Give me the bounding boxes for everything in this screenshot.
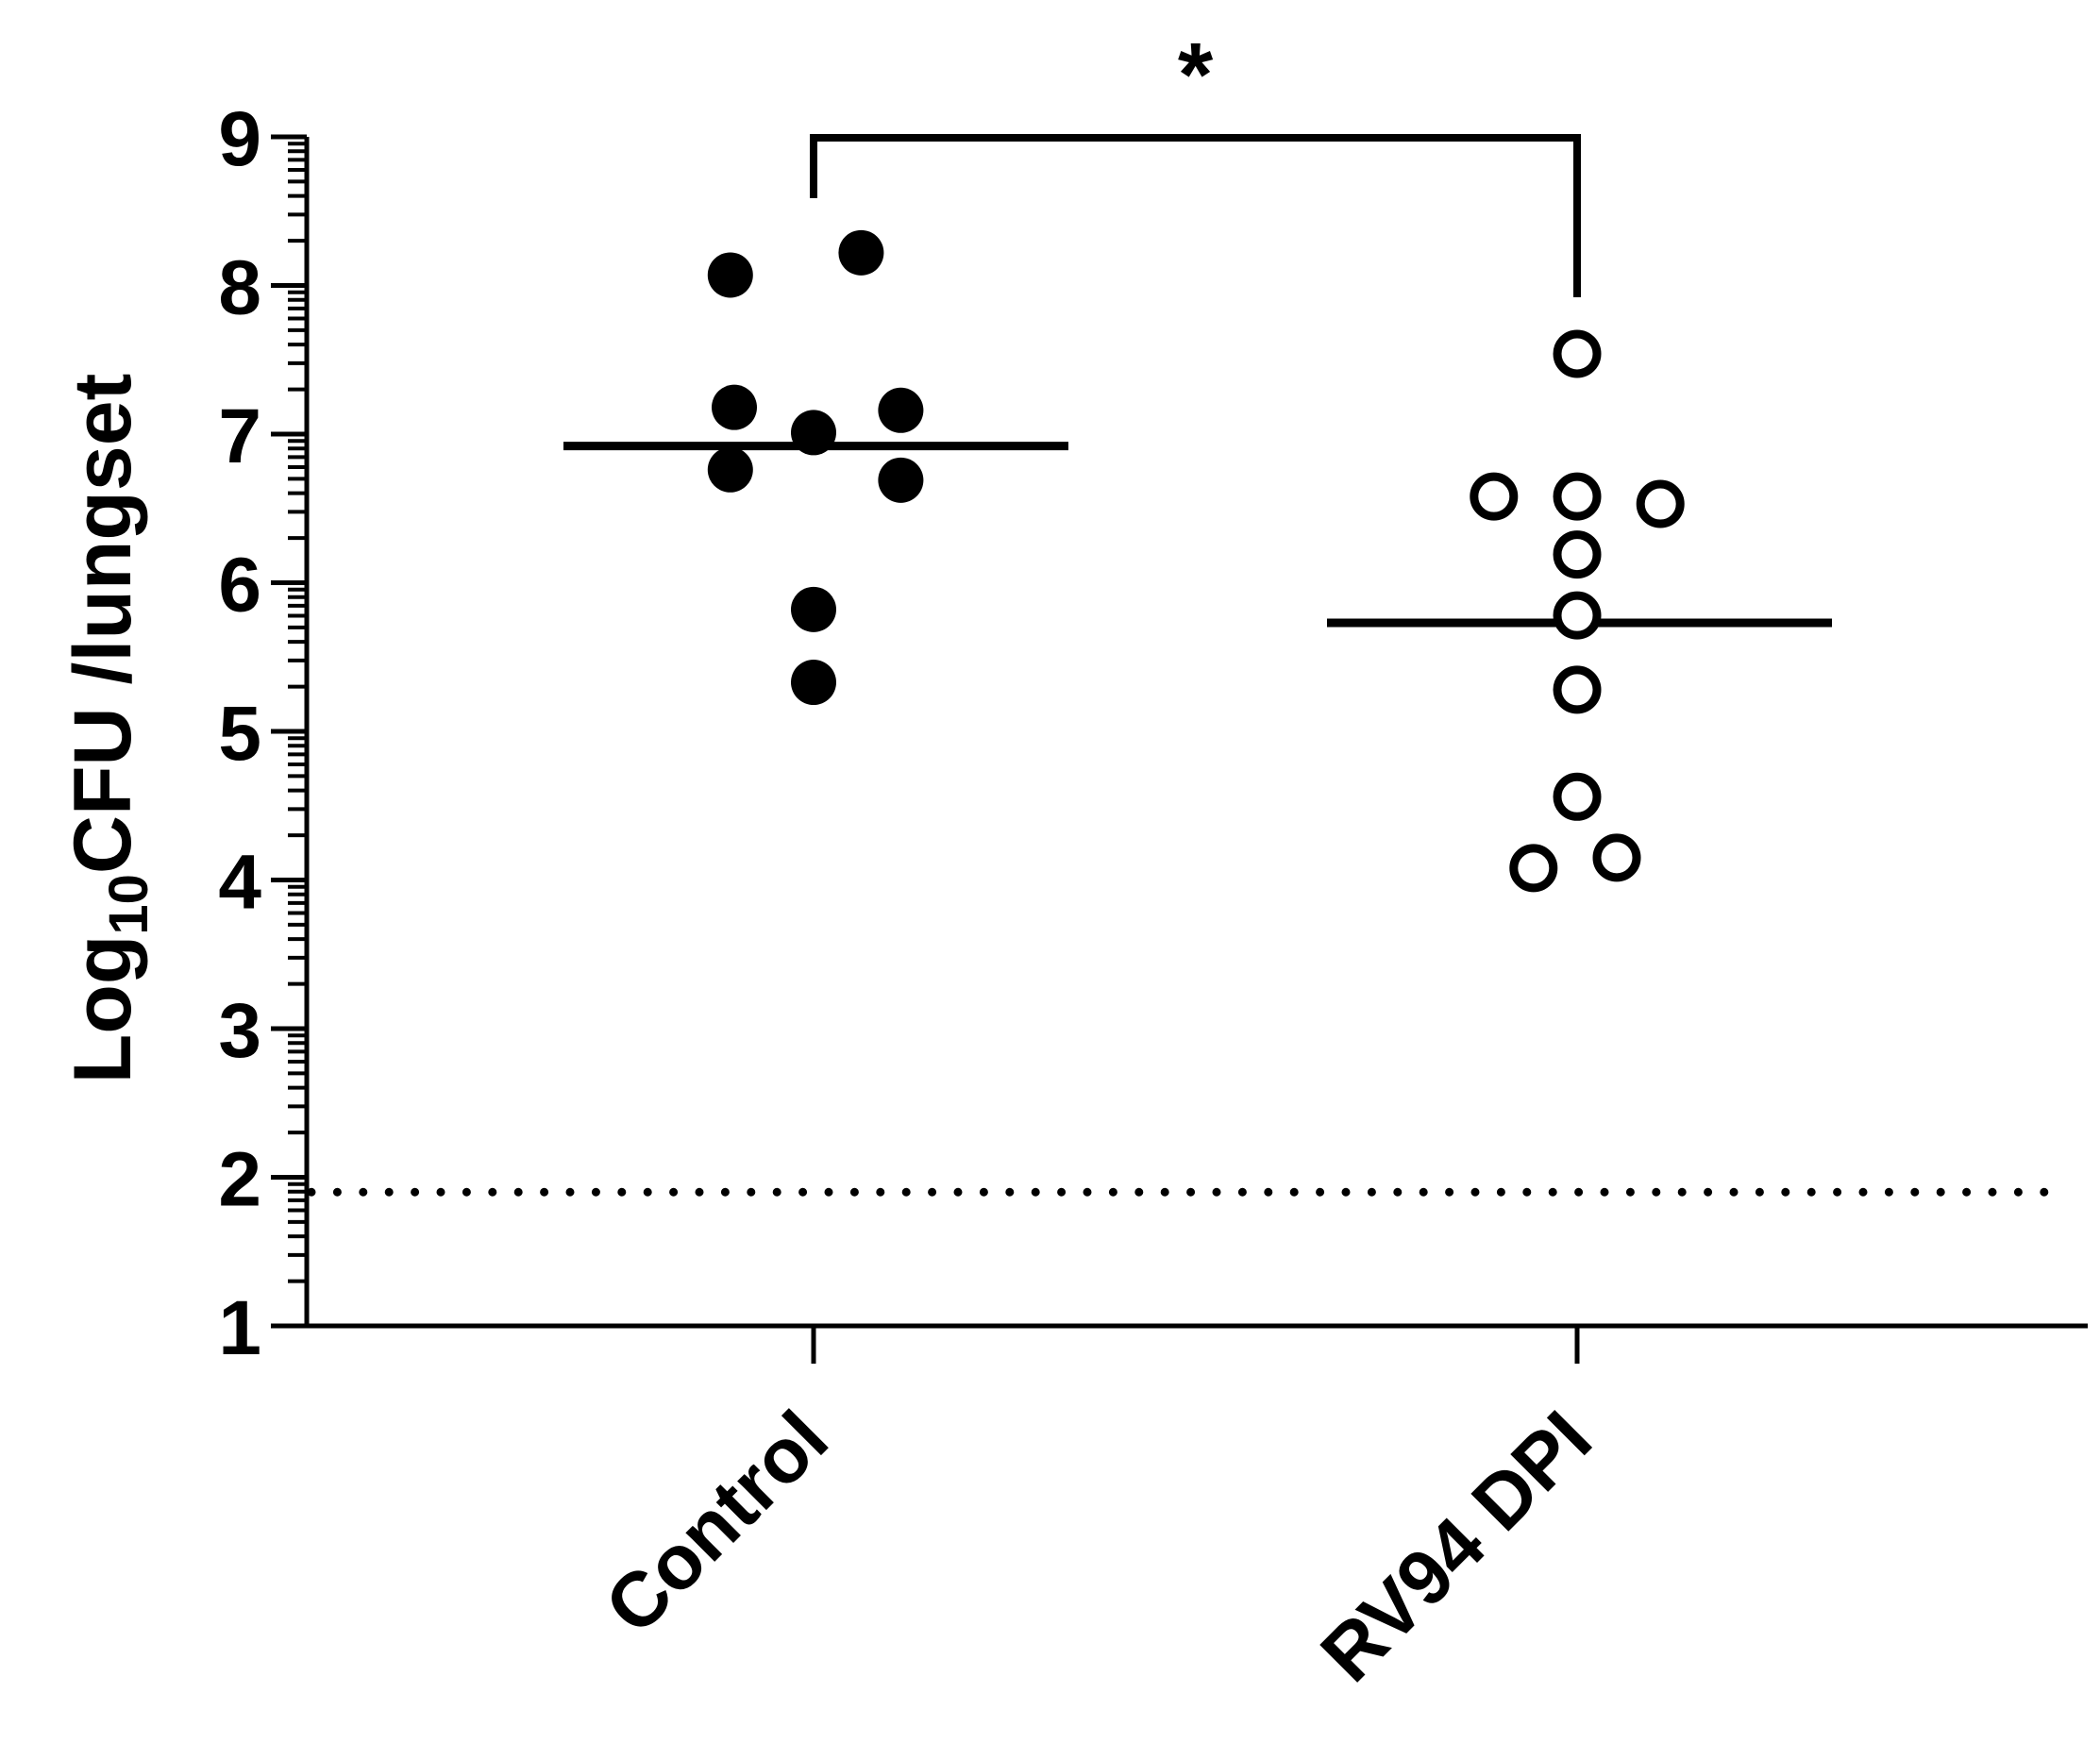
data-point [1553,591,1602,640]
y-tick-label: 2 [218,1137,261,1223]
x-tick-label-group: RV94 DPI [1305,1395,1608,1698]
significance-bracket-line [810,134,1581,297]
significance-label: * [1178,25,1214,126]
data-point [1470,472,1519,521]
data-point [1509,844,1558,893]
svg-text:Log10CFU /lungset: Log10CFU /lungset [58,374,160,1083]
y-axis-title-subscript: 10 [98,874,160,935]
data-point [878,457,924,503]
median-lines [563,442,1832,628]
y-tick-label: 8 [218,245,261,331]
significance-bracket: * [810,25,1581,297]
y-axis-title-prefix: Log [58,935,148,1084]
data-point [1553,665,1602,714]
data-point [791,586,836,632]
y-tick-label: 7 [218,394,261,479]
x-tick-label: RV94 DPI [1305,1395,1608,1698]
y-tick-label: 9 [218,96,261,182]
data-point [1636,479,1685,528]
data-point [1592,833,1641,882]
data-point [1553,472,1602,521]
y-axis-title-suffix: CFU /lungset [58,374,148,874]
axes: 1 2 3 4 5 6 7 8 9 Control RV94 DPI [218,96,2088,1698]
data-points [707,229,1685,893]
data-point [707,252,753,298]
data-point [1553,772,1602,821]
y-tick-label: 4 [218,840,261,926]
data-point [791,410,836,456]
data-point [1553,329,1602,378]
x-tick-label: Control [589,1395,844,1650]
data-point [712,384,757,430]
y-axis-title: Log10CFU /lungset [58,374,160,1083]
data-point [878,387,924,433]
x-tick-label-group: Control [589,1395,844,1650]
data-point [1553,530,1602,579]
y-tick-label: 3 [218,988,261,1074]
data-point [791,660,836,706]
y-tick-label: 6 [218,543,261,628]
y-tick-label: 5 [218,691,261,777]
data-point [707,446,753,493]
data-point [838,229,884,276]
y-tick-label: 1 [218,1285,261,1371]
